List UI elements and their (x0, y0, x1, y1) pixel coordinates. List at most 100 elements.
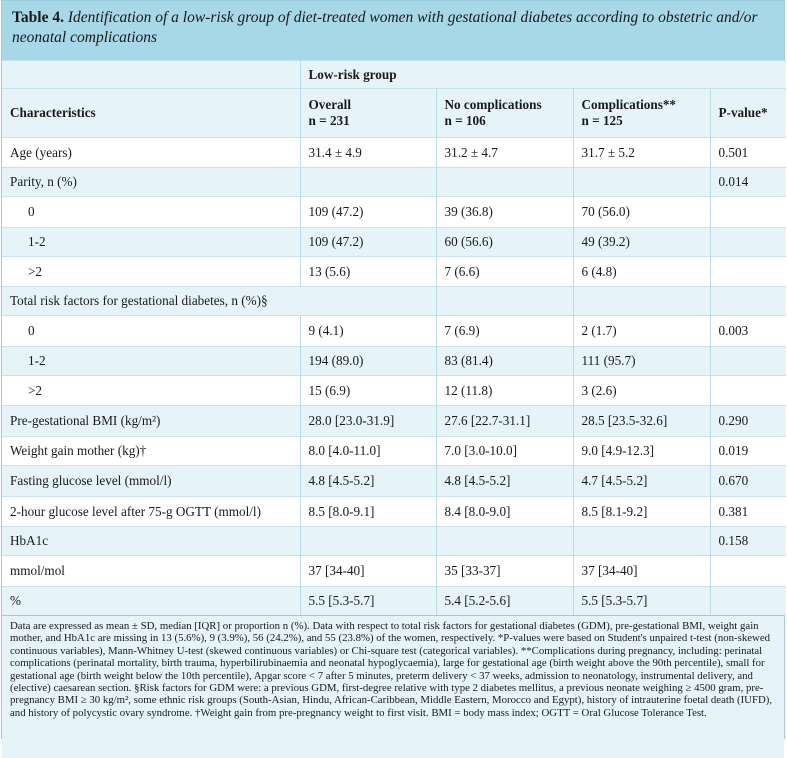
cell-characteristic: Pre-gestational BMI (kg/m²) (2, 405, 300, 437)
cell-no-complications: 4.8 [4.5-5.2] (435, 465, 573, 497)
cell-characteristic: Weight gain mother (kg)† (2, 436, 300, 466)
cell-characteristic: mmol/mol (2, 555, 300, 587)
col-header-characteristics: Characteristics (2, 88, 300, 138)
cell-no-complications: 31.2 ± 4.7 (435, 137, 573, 168)
cell-complications: 2 (1.7) (572, 315, 710, 347)
cell-p-value: 0.670 (709, 465, 786, 497)
cell-overall (299, 167, 436, 197)
cell-complications: 49 (39.2) (572, 227, 710, 257)
cell-p-value (709, 346, 786, 376)
table-row: Total risk factors for gestational diabe… (2, 286, 786, 316)
cell-complications: 28.5 [23.5-32.6] (572, 405, 710, 437)
cell-complications (572, 526, 710, 556)
cell-complications: 31.7 ± 5.2 (572, 137, 710, 168)
cell-no-complications: 8.4 [8.0-9.0] (435, 496, 573, 527)
cell-characteristic: Parity, n (%) (2, 167, 300, 197)
col-header-p-value: P-value* (709, 88, 786, 138)
table-row: Fasting glucose level (mmol/l) 4.8 [4.5-5… (2, 465, 786, 497)
cell-complications: 4.7 [4.5-5.2] (572, 465, 710, 497)
cell-characteristic: 1-2 (2, 227, 300, 257)
cell-p-value (709, 256, 786, 287)
cell-no-complications: 35 [33-37] (435, 555, 573, 587)
cell-no-complications: 83 (81.4) (435, 346, 573, 376)
cell-no-complications: 7 (6.6) (435, 256, 573, 287)
cell-p-value: 0.158 (709, 526, 786, 556)
cell-characteristic: 1-2 (2, 346, 300, 376)
table-row: 0 109 (47.2) 39 (36.8) 70 (56.0) (2, 196, 786, 228)
table-row: HbA1c 0.158 (2, 526, 786, 556)
cell-overall: 194 (89.0) (299, 346, 436, 376)
table-row: 2-hour glucose level after 75-g OGTT (mm… (2, 496, 786, 527)
cell-characteristic: Fasting glucose level (mmol/l) (2, 465, 300, 497)
cell-p-value: 0.290 (709, 405, 786, 437)
cell-complications: 70 (56.0) (572, 196, 710, 228)
cell-no-complications: 60 (56.6) (435, 227, 573, 257)
data-table: Low-risk group Characteristics Overall n … (2, 60, 786, 615)
cell-overall: 4.8 [4.5-5.2] (299, 465, 436, 497)
col-header-overall: Overall n = 231 (299, 88, 436, 138)
cell-no-complications: 7.0 [3.0-10.0] (435, 436, 573, 466)
cell-overall: 8.5 [8.0-9.1] (299, 496, 436, 527)
cell-p-value (709, 286, 786, 316)
cell-p-value (709, 555, 786, 587)
cell-p-value: 0.003 (709, 315, 786, 347)
cell-overall: 28.0 [23.0-31.9] (299, 405, 436, 437)
table-row: Parity, n (%) 0.014 (2, 167, 786, 197)
cell-overall: 15 (6.9) (299, 375, 436, 406)
cell-p-value (709, 196, 786, 228)
cell-complications: 5.5 [5.3-5.7] (572, 586, 710, 615)
cell-p-value (709, 227, 786, 257)
cell-no-complications: 5.4 [5.2-5.6] (435, 586, 573, 615)
cell-overall: 8.0 [4.0-11.0] (299, 436, 436, 466)
cell-characteristic: >2 (2, 375, 300, 406)
cell-no-complications (435, 526, 573, 556)
table-row: 1-2 109 (47.2) 60 (56.6) 49 (39.2) (2, 227, 786, 257)
cell-overall: 109 (47.2) (299, 227, 436, 257)
table-row: Age (years) 31.4 ± 4.9 31.2 ± 4.7 31.7 ± 5.… (2, 137, 786, 168)
cell-no-complications: 39 (36.8) (435, 196, 573, 228)
cell-no-complications (435, 167, 573, 197)
cell-complications: 6 (4.8) (572, 256, 710, 287)
cell-overall: 5.5 [5.3-5.7] (299, 586, 436, 615)
cell-characteristic: Total risk factors for gestational diabe… (2, 286, 436, 316)
table-footnote: Data are expressed as mean ± SD, median … (2, 615, 784, 758)
header-columns-row: Characteristics Overall n = 231 No compli… (2, 88, 786, 138)
cell-complications: 8.5 [8.1-9.2] (572, 496, 710, 527)
cell-characteristic: 0 (2, 196, 300, 228)
cell-characteristic: HbA1c (2, 526, 300, 556)
cell-complications: 3 (2.6) (572, 375, 710, 406)
cell-p-value (709, 375, 786, 406)
table-row: >2 13 (5.6) 7 (6.6) 6 (4.8) (2, 256, 786, 287)
cell-p-value: 0.381 (709, 496, 786, 527)
cell-overall: 37 [34-40] (299, 555, 436, 587)
cell-p-value (709, 586, 786, 615)
cell-p-value: 0.501 (709, 137, 786, 168)
cell-overall: 9 (4.1) (299, 315, 436, 347)
table-number: Table 4. (12, 9, 64, 26)
cell-complications: 37 [34-40] (572, 555, 710, 587)
cell-characteristic: 0 (2, 315, 300, 347)
cell-overall: 31.4 ± 4.9 (299, 137, 436, 168)
cell-no-complications: 7 (6.9) (435, 315, 573, 347)
low-risk-group-header: Low-risk group (299, 60, 786, 89)
table-title: Identification of a low-risk group of di… (12, 9, 758, 46)
cell-p-value: 0.014 (709, 167, 786, 197)
cell-characteristic: >2 (2, 256, 300, 287)
table-row: Weight gain mother (kg)† 8.0 [4.0-11.0] 7.… (2, 436, 786, 466)
table-row: 1-2 194 (89.0) 83 (81.4) 111 (95.7) (2, 346, 786, 376)
cell-complications (572, 286, 710, 316)
cell-no-complications: 27.6 [22.7-31.1] (435, 405, 573, 437)
cell-complications: 111 (95.7) (572, 346, 710, 376)
header-group-row: Low-risk group (2, 60, 786, 89)
cell-overall: 13 (5.6) (299, 256, 436, 287)
cell-overall (299, 526, 436, 556)
cell-no-complications (435, 286, 573, 316)
table-row: >2 15 (6.9) 12 (11.8) 3 (2.6) (2, 375, 786, 406)
cell-p-value: 0.019 (709, 436, 786, 466)
col-header-no-complications: No complications n = 106 (435, 88, 573, 138)
cell-overall: 109 (47.2) (299, 196, 436, 228)
cell-characteristic: Age (years) (2, 137, 300, 168)
col-header-complications: Complications** n = 125 (572, 88, 710, 138)
